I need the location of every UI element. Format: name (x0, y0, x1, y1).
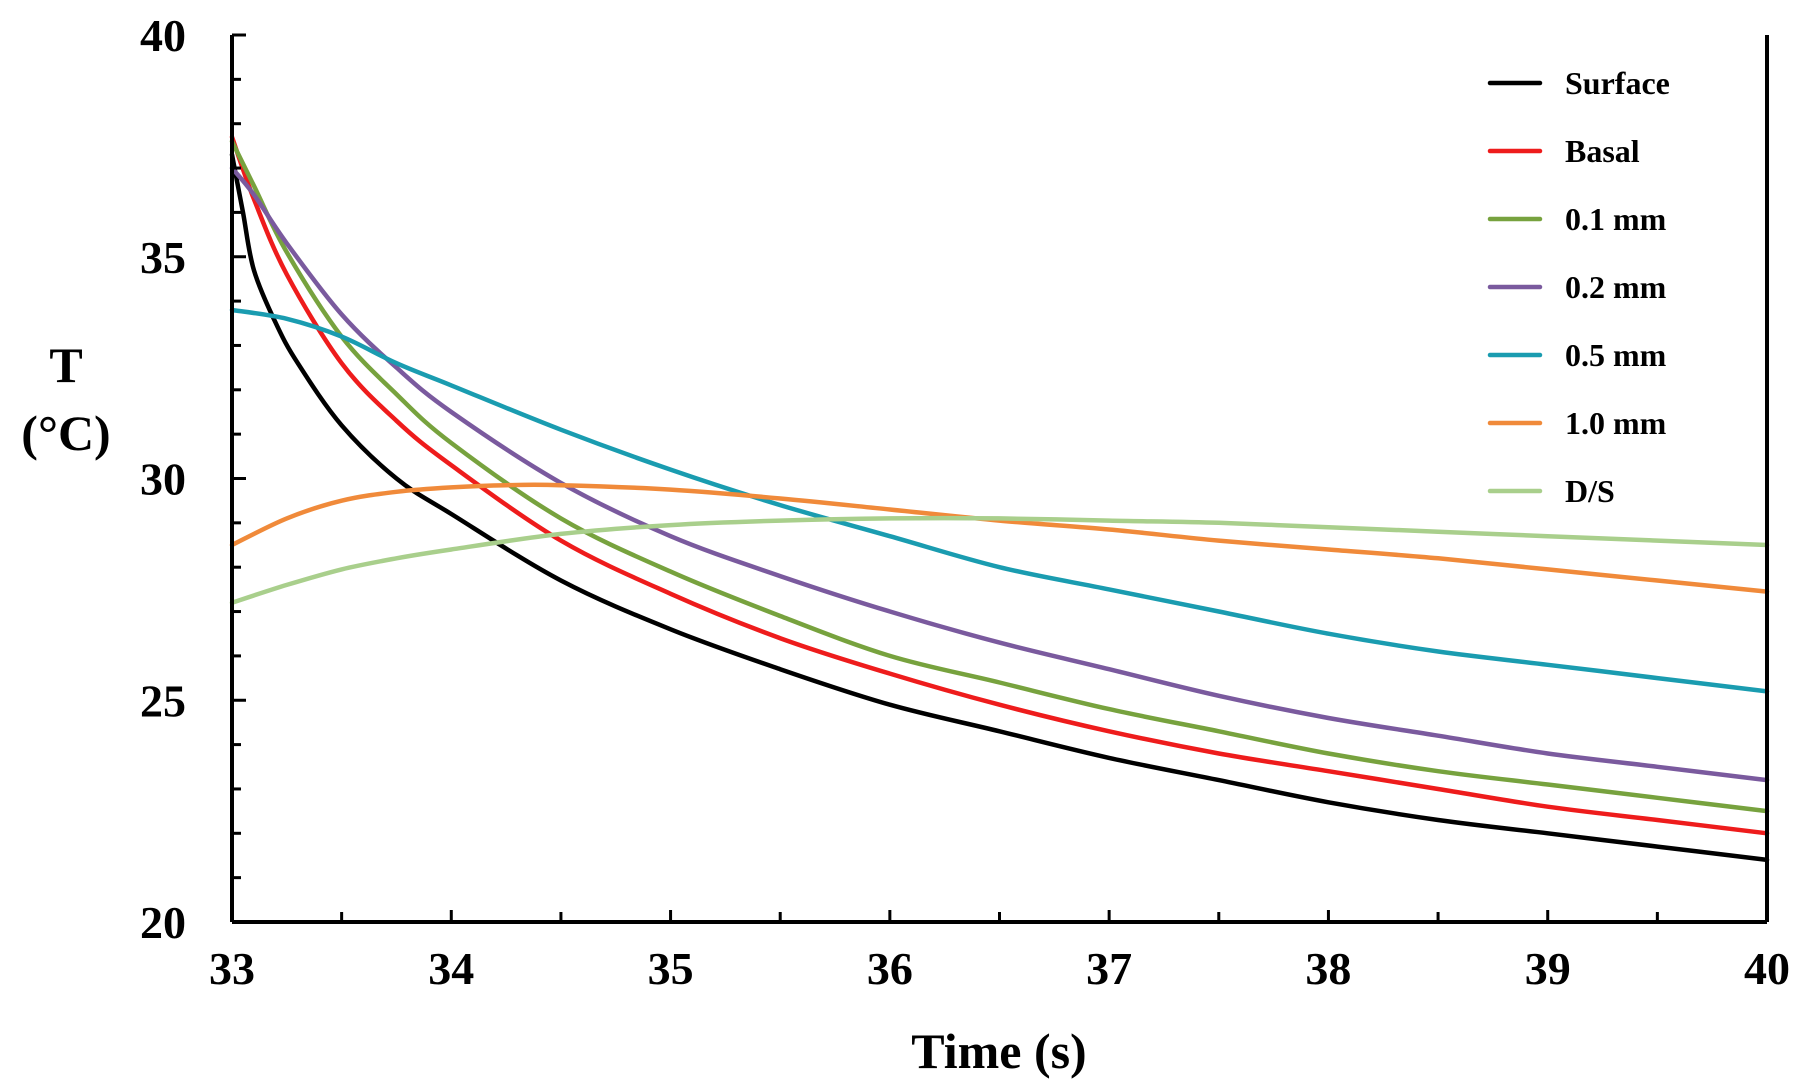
series-layer (229, 134, 1770, 863)
legend-label: 0.2 mm (1565, 269, 1667, 305)
y-axis-title-line1: T (49, 337, 82, 393)
x-tick-label: 33 (209, 943, 255, 994)
y-tick-label: 30 (140, 454, 186, 505)
x-tick-label: 34 (428, 943, 474, 994)
legend-label: Basal (1565, 133, 1640, 169)
legend-label: D/S (1565, 473, 1615, 509)
legend: Surface Basal 0.1 mm 0.2 mm 0.5 mm 1.0 mm D/S (1487, 65, 1670, 509)
x-tick-label: 37 (1086, 943, 1132, 994)
x-axis-title: Time (s) (911, 1023, 1086, 1079)
x-tick-label: 40 (1744, 943, 1790, 994)
legend-label: 1.0 mm (1565, 405, 1667, 441)
y-axis-title-line2: (°C) (21, 405, 110, 461)
series-line-basal (229, 134, 1770, 836)
ticks-layer (230, 33, 1769, 924)
series-line-surface (229, 152, 1770, 863)
series-line-0-1-mm (229, 139, 1770, 814)
y-tick-label: 20 (140, 897, 186, 948)
tick-labels: 33 34 35 36 37 38 39 40 20 25 30 35 40 (140, 10, 1790, 994)
y-tick-label: 25 (140, 675, 186, 726)
series-line-1-0-mm (229, 482, 1770, 594)
y-tick-label: 35 (140, 232, 186, 283)
legend-label: Surface (1565, 65, 1670, 101)
y-tick-label: 40 (140, 10, 186, 61)
series-line-0-2-mm (229, 165, 1770, 783)
axes-layer (230, 35, 1769, 924)
legend-label: 0.1 mm (1565, 201, 1667, 237)
x-tick-label: 36 (867, 943, 913, 994)
series-line-0-5-mm (229, 307, 1770, 694)
x-tick-label: 35 (648, 943, 694, 994)
x-tick-label: 38 (1305, 943, 1351, 994)
x-tick-label: 39 (1525, 943, 1571, 994)
legend-label: 0.5 mm (1565, 337, 1667, 373)
series-line-d-s (229, 515, 1770, 605)
